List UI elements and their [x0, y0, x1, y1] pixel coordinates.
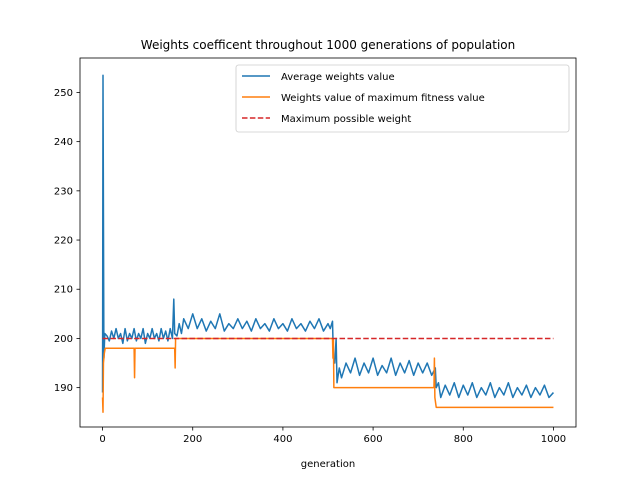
y-tick-label: 210 [54, 285, 73, 296]
y-tick-label: 200 [54, 334, 73, 345]
plot-area [101, 74, 555, 413]
x-tick-label: 600 [364, 434, 383, 445]
legend-box [235, 64, 570, 133]
legend-label-1: Average weights value [281, 72, 395, 83]
x-tick-label: 1000 [541, 434, 566, 445]
x-tick-label: 800 [454, 434, 473, 445]
y-tick-label: 220 [54, 236, 73, 247]
legend: Average weights value Weights value of ma… [235, 64, 570, 133]
axes-frame [79, 57, 577, 428]
y-axis: 190 200 210 220 230 240 250 [54, 88, 80, 394]
x-axis: 0 200 400 600 800 1000 [99, 427, 566, 445]
chart-title: Weights coefficent throughout 1000 gener… [141, 38, 515, 52]
series-line-2 [101, 337, 554, 413]
legend-label-2: Weights value of maximum fitness value [281, 93, 485, 104]
x-tick-label: 0 [99, 434, 105, 445]
series-line-1 [101, 74, 555, 399]
x-axis-label: generation [301, 459, 355, 470]
x-tick-label: 400 [273, 434, 292, 445]
y-tick-label: 230 [54, 186, 73, 197]
y-tick-label: 240 [54, 137, 73, 148]
x-tick-label: 200 [183, 434, 202, 445]
legend-label-3: Maximum possible weight [281, 114, 411, 125]
y-tick-label: 250 [54, 88, 73, 99]
y-tick-label: 190 [54, 383, 73, 394]
